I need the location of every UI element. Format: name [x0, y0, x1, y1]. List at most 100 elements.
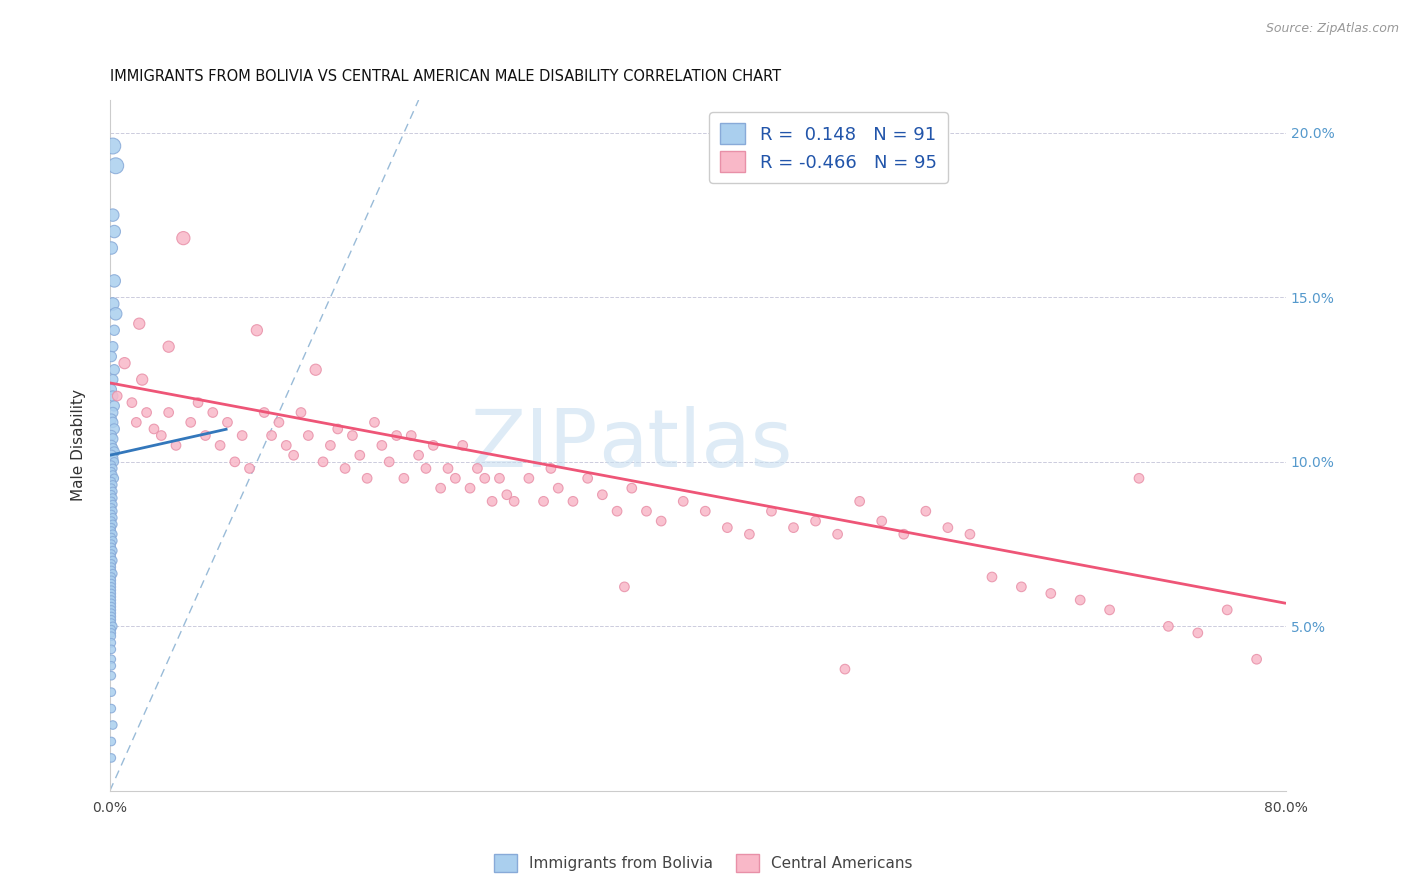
- Point: [1157, 619, 1180, 633]
- Point: [157, 405, 180, 419]
- Point: [517, 471, 540, 485]
- Point: [143, 422, 166, 436]
- Point: [101, 416, 124, 430]
- Point: [562, 494, 585, 508]
- Point: [103, 323, 125, 337]
- Point: [100, 428, 122, 442]
- Legend: Immigrants from Bolivia, Central Americans: Immigrants from Bolivia, Central America…: [486, 846, 920, 880]
- Point: [100, 626, 122, 640]
- Point: [104, 307, 127, 321]
- Point: [100, 350, 122, 364]
- Point: [100, 734, 122, 748]
- Point: [326, 422, 349, 436]
- Point: [100, 475, 122, 489]
- Point: [100, 508, 122, 522]
- Point: [101, 442, 124, 456]
- Point: [246, 323, 269, 337]
- Point: [103, 399, 125, 413]
- Point: [100, 609, 122, 624]
- Point: [101, 373, 124, 387]
- Point: [782, 521, 804, 535]
- Point: [101, 208, 124, 222]
- Point: [914, 504, 936, 518]
- Point: [100, 701, 122, 715]
- Point: [260, 428, 283, 442]
- Point: [363, 416, 385, 430]
- Point: [100, 613, 122, 627]
- Point: [101, 297, 124, 311]
- Point: [101, 468, 124, 483]
- Point: [100, 576, 122, 591]
- Point: [100, 531, 122, 545]
- Point: [172, 231, 194, 245]
- Point: [297, 428, 319, 442]
- Point: [100, 412, 122, 426]
- Point: [333, 461, 356, 475]
- Point: [100, 623, 122, 637]
- Point: [100, 547, 122, 561]
- Point: [100, 448, 122, 462]
- Point: [100, 590, 122, 604]
- Point: [399, 428, 422, 442]
- Point: [128, 317, 150, 331]
- Point: [101, 718, 124, 732]
- Point: [217, 416, 239, 430]
- Point: [848, 494, 870, 508]
- Legend: R =  0.148   N = 91, R = -0.466   N = 95: R = 0.148 N = 91, R = -0.466 N = 95: [709, 112, 948, 183]
- Point: [100, 494, 122, 508]
- Point: [503, 494, 526, 508]
- Point: [224, 455, 246, 469]
- Point: [533, 494, 555, 508]
- Point: [378, 455, 401, 469]
- Point: [959, 527, 981, 541]
- Point: [1010, 580, 1032, 594]
- Point: [101, 619, 124, 633]
- Point: [458, 481, 481, 495]
- Point: [101, 389, 124, 403]
- Point: [100, 583, 122, 598]
- Text: ZIP: ZIP: [471, 407, 598, 484]
- Point: [936, 521, 959, 535]
- Point: [893, 527, 915, 541]
- Point: [100, 642, 122, 657]
- Point: [103, 471, 125, 485]
- Point: [1128, 471, 1150, 485]
- Point: [695, 504, 717, 518]
- Point: [100, 599, 122, 614]
- Point: [101, 510, 124, 524]
- Point: [180, 416, 202, 430]
- Point: [104, 159, 127, 173]
- Point: [101, 405, 124, 419]
- Point: [606, 504, 628, 518]
- Point: [540, 461, 562, 475]
- Point: [870, 514, 893, 528]
- Point: [650, 514, 672, 528]
- Point: [103, 455, 125, 469]
- Point: [101, 566, 124, 581]
- Point: [415, 461, 437, 475]
- Point: [100, 438, 122, 452]
- Point: [100, 669, 122, 683]
- Point: [467, 461, 489, 475]
- Point: [761, 504, 783, 518]
- Point: [100, 751, 122, 765]
- Point: [209, 438, 232, 452]
- Point: [101, 527, 124, 541]
- Point: [349, 448, 371, 462]
- Point: [371, 438, 394, 452]
- Point: [100, 241, 122, 255]
- Point: [100, 458, 122, 472]
- Point: [422, 438, 444, 452]
- Point: [283, 448, 305, 462]
- Point: [100, 465, 122, 479]
- Point: [103, 225, 125, 239]
- Point: [385, 428, 408, 442]
- Point: [100, 570, 122, 584]
- Point: [100, 524, 122, 538]
- Point: [150, 428, 173, 442]
- Point: [131, 373, 153, 387]
- Point: [194, 428, 217, 442]
- Point: [157, 340, 180, 354]
- Y-axis label: Male Disability: Male Disability: [72, 390, 86, 501]
- Point: [121, 395, 143, 409]
